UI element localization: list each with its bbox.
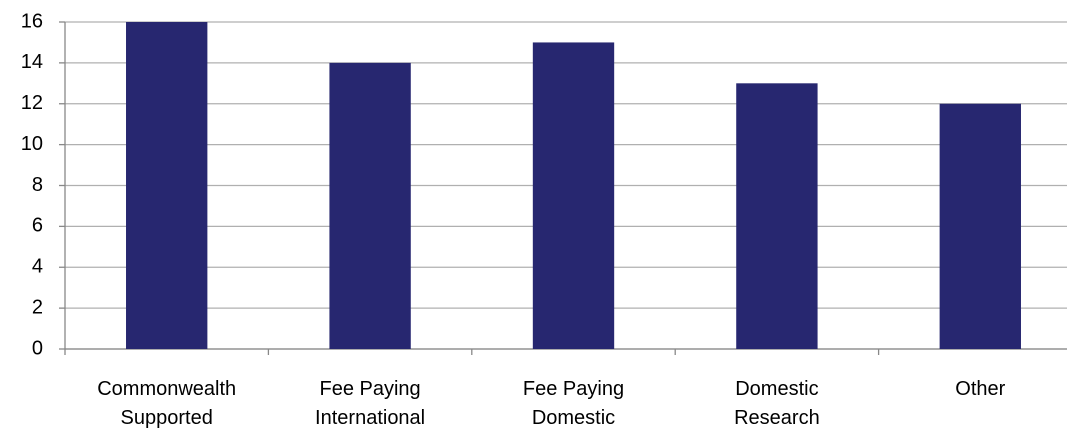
x-tick-label: Fee Paying International <box>315 378 425 429</box>
bar <box>126 22 208 349</box>
y-tick-label: 12 <box>21 92 43 114</box>
y-tick-label: 10 <box>21 133 43 155</box>
y-tick-label: 2 <box>32 296 43 318</box>
bar <box>329 62 411 349</box>
y-tick-label: 0 <box>32 337 43 359</box>
bar <box>736 83 818 349</box>
y-tick-label: 6 <box>32 215 43 237</box>
x-tick-label: Commonwealth Supported <box>97 378 236 429</box>
x-tick-label: Domestic Research <box>734 378 820 429</box>
x-tick-label: Fee Paying Domestic <box>523 378 624 429</box>
y-tick-label: 14 <box>21 51 43 73</box>
y-tick-label: 8 <box>32 174 43 196</box>
y-tick-label: 16 <box>21 10 43 32</box>
bar <box>939 103 1021 349</box>
y-tick-label: 4 <box>32 256 43 278</box>
x-tick-label: Other <box>955 378 1005 400</box>
bar <box>532 42 615 349</box>
